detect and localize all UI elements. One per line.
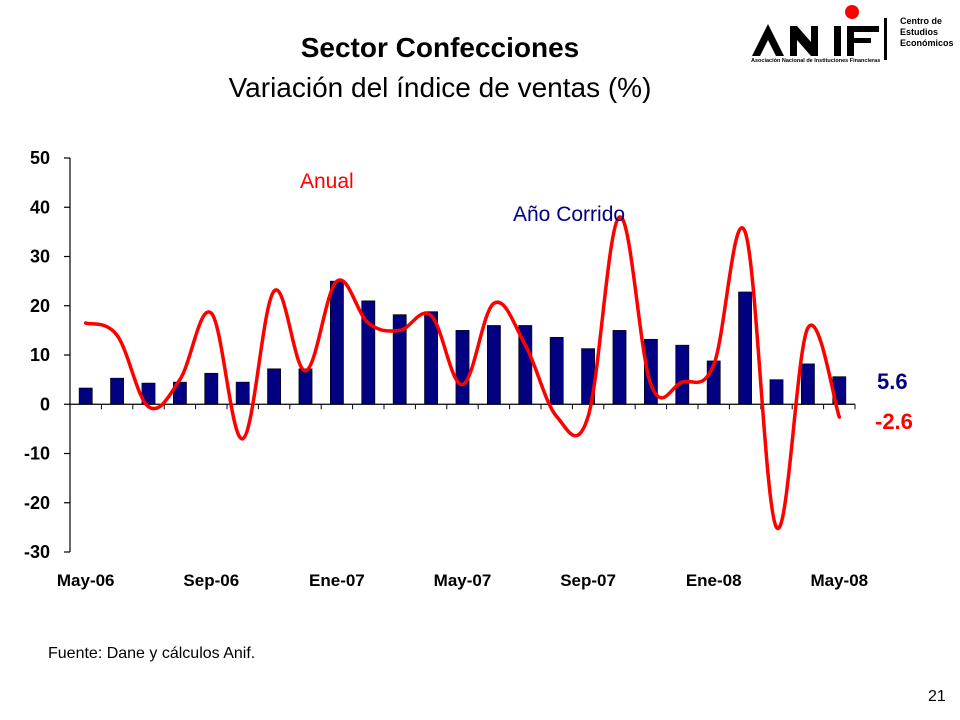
line-point — [366, 321, 370, 325]
bar — [235, 381, 250, 405]
bar — [487, 325, 501, 405]
logo-side-line: Económicos — [900, 38, 954, 48]
line-point — [492, 301, 496, 305]
x-tick-label: Sep-07 — [560, 571, 616, 590]
line-point — [429, 314, 433, 318]
line-point — [335, 279, 339, 283]
bar — [392, 314, 407, 405]
bar — [738, 291, 752, 405]
line-point — [555, 414, 559, 419]
y-tick-label: 10 — [30, 345, 50, 365]
page-number: 21 — [928, 688, 946, 705]
chart-subtitle: Variación del índice de ventas (%) — [228, 72, 652, 103]
end-label-line: -2.6 — [875, 409, 913, 434]
logo-side-line: Centro de — [900, 16, 943, 26]
line-point — [460, 382, 465, 387]
y-tick-label: -10 — [24, 444, 50, 464]
bar — [455, 330, 470, 405]
bar — [549, 336, 564, 405]
y-tick-label: -20 — [24, 493, 50, 513]
x-tick-label: May-07 — [434, 571, 492, 590]
bar — [78, 387, 93, 405]
line-point — [523, 343, 527, 347]
bar — [267, 368, 281, 405]
bar — [612, 330, 627, 405]
line-point — [398, 328, 402, 332]
y-tick-label: -30 — [24, 542, 50, 562]
series-label-anual: Anual — [300, 170, 354, 193]
chart-title: Sector Confecciones — [300, 32, 580, 63]
y-tick-label: 40 — [30, 197, 50, 217]
line-point — [617, 215, 622, 219]
line-point — [209, 311, 213, 315]
bar — [801, 363, 815, 405]
y-tick-label: 20 — [30, 296, 50, 316]
series-label-ano-corrido: Año Corrido — [513, 203, 625, 226]
bar — [330, 280, 344, 405]
line-point — [837, 415, 841, 419]
line-point — [241, 437, 245, 441]
y-tick-label: 0 — [40, 394, 50, 414]
line-point — [84, 321, 88, 325]
bar — [769, 379, 784, 405]
x-tick-label: Ene-08 — [686, 571, 742, 590]
bar — [110, 377, 124, 405]
x-tick-label: May-08 — [810, 571, 868, 590]
bar — [518, 325, 533, 405]
line-point — [178, 378, 182, 382]
bar — [675, 344, 690, 405]
bar — [204, 372, 219, 405]
y-tick-label: 30 — [30, 247, 50, 267]
line-point — [115, 333, 119, 337]
bar — [424, 311, 438, 405]
logo-side-text: Centro de Estudios Económicos — [900, 16, 954, 49]
line-point — [586, 414, 590, 419]
source-note: Fuente: Dane y cálculos Anif. — [48, 645, 256, 662]
line-point — [649, 382, 653, 387]
line-point — [272, 289, 276, 293]
line-point — [680, 380, 684, 384]
line-point — [146, 405, 151, 409]
line-point — [712, 363, 716, 367]
line-point — [806, 326, 810, 330]
line-point — [743, 230, 747, 234]
y-tick-label: 50 — [30, 148, 50, 168]
anif-logo-mark — [752, 5, 887, 60]
end-label-bar: 5.6 — [877, 369, 908, 394]
x-tick-label: Ene-07 — [309, 571, 365, 590]
x-tick-label: May-06 — [57, 571, 115, 590]
line-point — [774, 525, 779, 529]
line-point — [303, 369, 308, 373]
logo-tagline: Asociación Nacional de Instituciones Fin… — [751, 58, 881, 64]
bar — [298, 368, 313, 405]
x-tick-label: Sep-06 — [183, 571, 239, 590]
logo-side-line: Estudios — [900, 27, 939, 37]
